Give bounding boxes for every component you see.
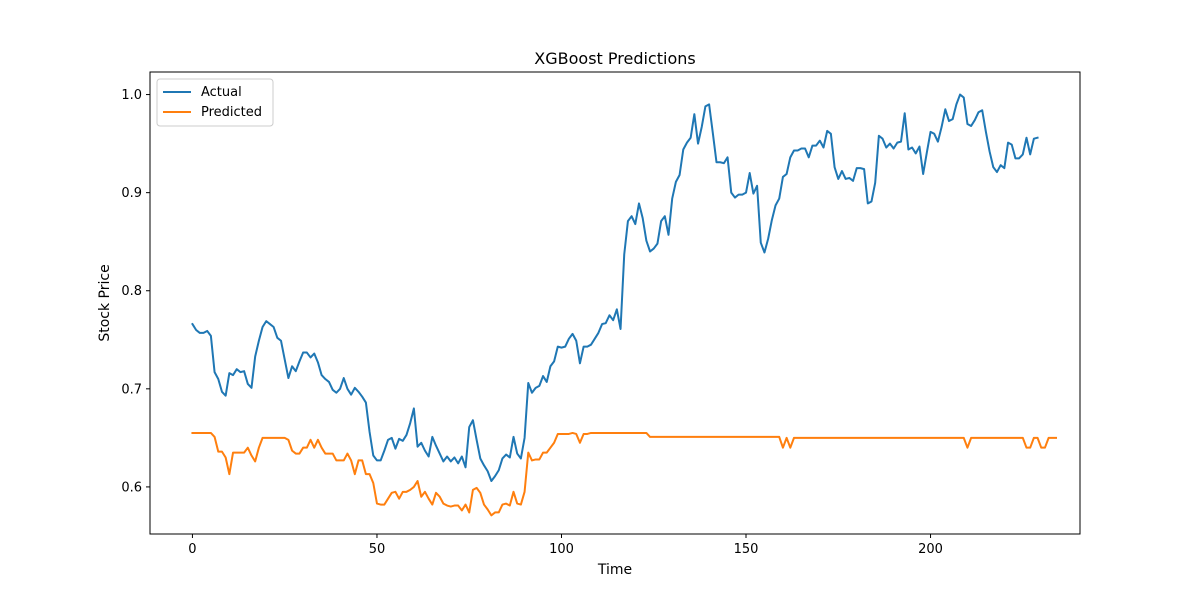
- legend-label-actual: Actual: [201, 85, 242, 100]
- chart-title: XGBoost Predictions: [534, 49, 695, 68]
- x-tick-label: 150: [734, 542, 759, 557]
- y-tick-label: 1.0: [121, 88, 142, 103]
- legend: Actual Predicted: [156, 78, 274, 127]
- series-line-predicted: [191, 431, 1058, 517]
- y-axis-label: Stock Price: [97, 264, 113, 341]
- y-tick-label: 0.9: [121, 186, 142, 201]
- y-tick-label: 0.6: [121, 480, 142, 495]
- y-tick-label: 0.8: [121, 284, 142, 299]
- x-tick-label: 200: [918, 542, 943, 557]
- y-axis-ticks: 0.6 0.7 0.8 0.9 1.0: [121, 88, 150, 495]
- x-axis-label: Time: [597, 562, 632, 578]
- x-axis-ticks: 0 50 100 150 200: [188, 534, 943, 557]
- y-tick-label: 0.7: [121, 382, 142, 397]
- x-tick-label: 0: [188, 542, 196, 557]
- plot-frame: [149, 71, 1081, 535]
- x-tick-label: 100: [549, 542, 574, 557]
- series-line-actual: [191, 93, 1039, 483]
- x-tick-label: 50: [369, 542, 386, 557]
- series-layer: [191, 93, 1058, 517]
- legend-label-predicted: Predicted: [201, 105, 262, 120]
- legend-box: [156, 78, 274, 127]
